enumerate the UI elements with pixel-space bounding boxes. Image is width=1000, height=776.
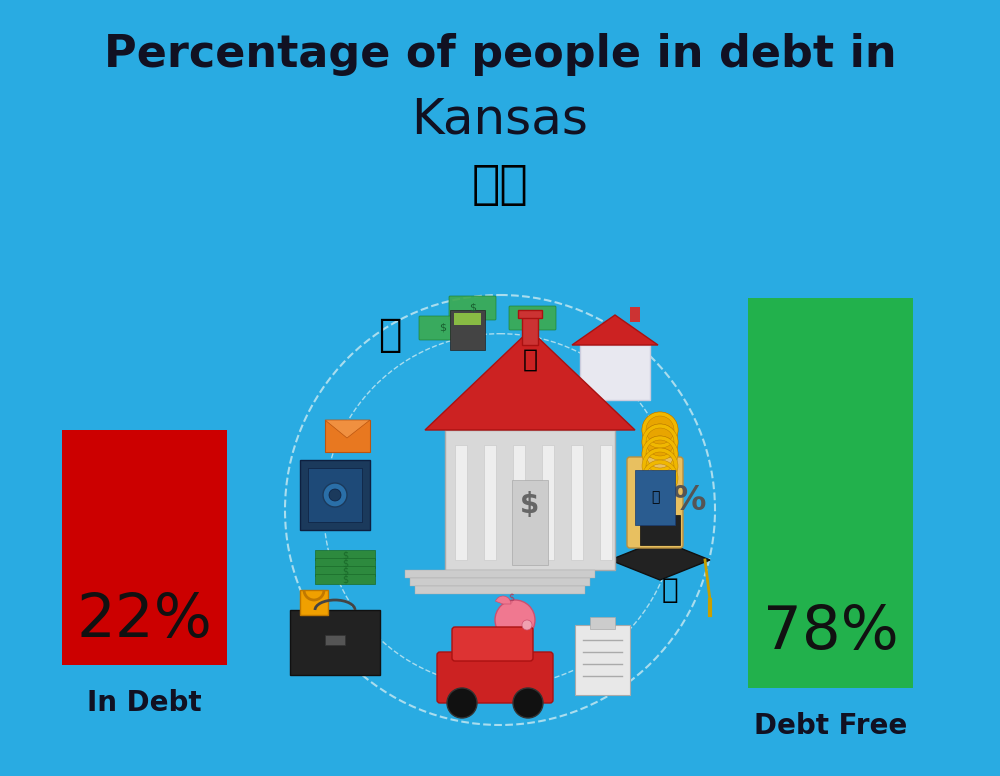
Bar [580, 345, 650, 400]
Bar [325, 635, 345, 645]
Wedge shape [642, 460, 678, 496]
Text: $: $ [508, 593, 514, 603]
Bar [630, 307, 640, 322]
Bar [571, 445, 583, 560]
Circle shape [447, 688, 477, 718]
Text: Kansas: Kansas [412, 96, 588, 144]
Bar [513, 445, 525, 560]
FancyBboxPatch shape [437, 652, 553, 703]
Bar [315, 550, 375, 560]
Wedge shape [642, 436, 678, 472]
Text: 🔑: 🔑 [522, 348, 538, 372]
Text: %: % [673, 483, 707, 517]
Bar [522, 315, 538, 345]
Bar [635, 470, 675, 525]
Wedge shape [642, 424, 678, 460]
Text: 🏦: 🏦 [651, 490, 659, 504]
Bar [748, 298, 913, 688]
Text: Percentage of people in debt in: Percentage of people in debt in [104, 33, 896, 77]
Bar [455, 445, 467, 560]
Bar [454, 313, 481, 325]
FancyBboxPatch shape [449, 296, 496, 320]
Text: In Debt: In Debt [87, 689, 202, 717]
Bar [325, 420, 370, 452]
Text: $: $ [342, 574, 348, 584]
Text: 🛍: 🛍 [662, 576, 678, 604]
Circle shape [495, 600, 535, 640]
Bar [315, 558, 375, 568]
Bar [445, 430, 615, 570]
Bar [450, 310, 485, 350]
Text: $: $ [440, 323, 446, 333]
Polygon shape [572, 315, 658, 345]
Bar [315, 574, 375, 584]
Text: $: $ [342, 566, 348, 576]
Polygon shape [610, 540, 710, 580]
Bar [290, 610, 380, 675]
Text: $: $ [520, 491, 540, 519]
Wedge shape [642, 424, 678, 460]
Text: 🇺🇸: 🇺🇸 [472, 162, 528, 207]
Text: 22%: 22% [77, 591, 212, 650]
Bar [415, 586, 585, 594]
Text: $: $ [342, 550, 348, 560]
Wedge shape [495, 596, 511, 604]
Bar [640, 515, 680, 545]
Text: Debt Free: Debt Free [754, 712, 907, 740]
Wedge shape [642, 448, 678, 484]
Text: 🦅: 🦅 [378, 316, 402, 354]
Bar [300, 460, 370, 530]
FancyBboxPatch shape [452, 627, 533, 661]
Polygon shape [325, 420, 370, 438]
Wedge shape [642, 412, 678, 448]
Bar [590, 617, 615, 629]
Bar [542, 445, 554, 560]
Bar [315, 566, 375, 576]
Bar [575, 625, 630, 695]
Bar [410, 578, 590, 586]
Wedge shape [642, 448, 678, 484]
Wedge shape [522, 620, 532, 630]
Bar [518, 310, 542, 318]
Bar [308, 468, 362, 522]
FancyBboxPatch shape [419, 316, 466, 340]
Wedge shape [642, 460, 678, 496]
FancyBboxPatch shape [627, 457, 683, 548]
Wedge shape [642, 412, 678, 448]
Text: $: $ [530, 313, 536, 323]
Circle shape [329, 489, 341, 501]
Circle shape [513, 688, 543, 718]
Wedge shape [642, 436, 678, 472]
Polygon shape [425, 330, 635, 430]
Bar [512, 480, 548, 565]
Bar [300, 590, 328, 615]
Circle shape [323, 483, 347, 507]
Bar [405, 570, 595, 578]
Text: $: $ [470, 303, 477, 313]
Bar [484, 445, 496, 560]
Text: $: $ [342, 558, 348, 568]
Bar [600, 445, 612, 560]
Text: 78%: 78% [763, 604, 898, 663]
FancyBboxPatch shape [509, 306, 556, 330]
Bar [62, 430, 227, 665]
